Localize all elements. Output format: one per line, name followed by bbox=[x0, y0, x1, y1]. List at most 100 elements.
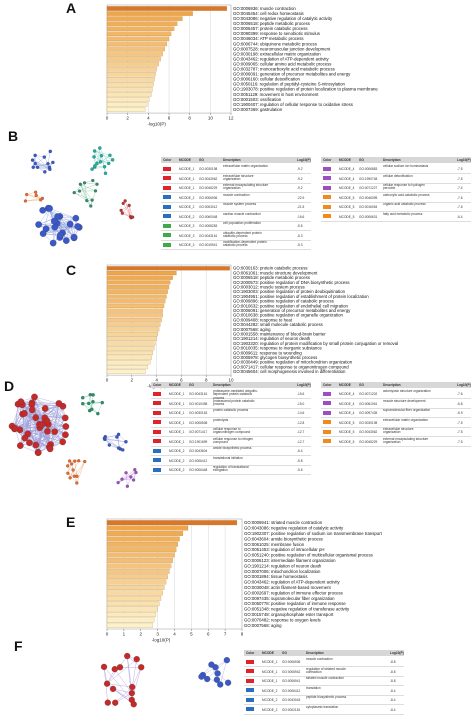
network-node bbox=[74, 223, 82, 230]
table-cell-mcode: MCODE_3 bbox=[179, 233, 195, 238]
table-header-cell: GO bbox=[359, 383, 364, 388]
bar bbox=[106, 275, 173, 280]
table-cell-mcode: MCODE_4 bbox=[339, 167, 355, 171]
table-row: MCODE_2 GO:0006448 regulation of translati… bbox=[151, 465, 311, 475]
network-node bbox=[99, 154, 104, 158]
network-edge bbox=[34, 396, 59, 404]
network-node bbox=[17, 442, 24, 449]
bar-label: GO:0006744: ubiquinone metabolic process bbox=[233, 41, 317, 46]
table-header-cell: Log10(P) bbox=[457, 158, 471, 163]
network-node bbox=[82, 181, 87, 185]
network-node bbox=[44, 428, 51, 435]
color-swatch bbox=[246, 707, 254, 711]
table-header: Color MCODE GO Description Log10(P) bbox=[244, 650, 404, 656]
table-row: MCODE_2 GO:0043604 amide biosynthetic proc… bbox=[151, 446, 311, 456]
table-cell-logp: -7.5 bbox=[457, 430, 463, 434]
color-swatch bbox=[246, 688, 254, 692]
network-node bbox=[57, 231, 64, 239]
table-cell-go: GO:0010498 bbox=[189, 401, 208, 406]
bar-label: GO:0043462: regulation of ATP-dependent … bbox=[233, 56, 330, 61]
color-swatch bbox=[153, 410, 161, 415]
bar-label: GO:0071417: cellular response to organon… bbox=[233, 364, 349, 369]
table-cell-desc: peptide biosynthetic process bbox=[306, 695, 347, 699]
panel-letter-a: A bbox=[66, 0, 77, 16]
network-node bbox=[198, 673, 205, 680]
network-node bbox=[130, 701, 137, 708]
table-cell-logp: -8.8 bbox=[390, 669, 396, 674]
color-swatch bbox=[153, 420, 161, 424]
table-cell-logp: -8.4 bbox=[390, 707, 396, 712]
table-cell-logp: -15.6 bbox=[297, 392, 305, 396]
network-node bbox=[90, 407, 94, 412]
table-cell-desc: regulation of striated muscle contractio… bbox=[306, 666, 346, 674]
network-node bbox=[42, 225, 50, 233]
network-edge bbox=[80, 184, 91, 207]
network-node bbox=[91, 178, 95, 183]
table-cell-mcode: MCODE_5 bbox=[339, 439, 355, 444]
x-tick-label: 10 bbox=[228, 378, 234, 383]
table-row: MCODE_5 GO:0016054 organic acid catabolic … bbox=[321, 202, 471, 212]
network-node bbox=[62, 423, 70, 430]
network-node bbox=[61, 414, 69, 422]
color-swatch bbox=[163, 223, 171, 228]
network-edge bbox=[20, 401, 59, 404]
bar-label: GO:0006936: muscle contraction bbox=[233, 6, 296, 11]
table-cell-mcode: MCODE_1 bbox=[179, 176, 195, 181]
table-cell-logp: -21.5 bbox=[297, 205, 305, 209]
table-header-cell: Description bbox=[383, 383, 401, 388]
table-cell-logp: -7.5 bbox=[457, 420, 463, 425]
network-node bbox=[102, 165, 107, 169]
table-cell-logp: -6.4 bbox=[457, 214, 463, 219]
color-swatch bbox=[163, 242, 171, 247]
network-f bbox=[100, 652, 232, 708]
x-tick-label: 10 bbox=[208, 116, 214, 121]
network-node bbox=[47, 165, 52, 169]
table-header-cell: MCODE bbox=[339, 158, 351, 163]
bar-label: GO:0051348: negative regulation of trans… bbox=[244, 607, 350, 612]
bar-label: GO:0005978: glycogen biosynthetic proces… bbox=[233, 355, 317, 360]
table-cell-mcode: MCODE_1 bbox=[169, 401, 185, 406]
table-cell-desc: proteasomal protein catabolic process bbox=[213, 398, 255, 406]
bar-label: GO:0032787: monocarboxylic acid metaboli… bbox=[233, 67, 335, 72]
network-node bbox=[39, 230, 47, 237]
table-row: MCODE_1 GO:1901699 cellular response to ni… bbox=[151, 437, 311, 447]
x-tick-label: 8 bbox=[241, 632, 244, 637]
network-node bbox=[35, 165, 40, 169]
table-cell-go: GO:0043062 bbox=[199, 176, 218, 181]
bar-label: GO:0006518: peptide metabolic process bbox=[233, 21, 310, 26]
table-row: MCODE_4 GO:0071202 actomyosin structure or… bbox=[321, 389, 471, 399]
network-edge bbox=[19, 429, 66, 435]
bar bbox=[106, 360, 151, 365]
network-node bbox=[70, 233, 78, 241]
table-cell-go: GO:0016054 bbox=[359, 205, 378, 209]
table-header-cell: MCODE bbox=[262, 651, 274, 656]
network-node bbox=[204, 675, 211, 683]
bar-label: GO:1900407: regulation of cellular respo… bbox=[233, 102, 353, 107]
table-cell-logp: -8.4 bbox=[390, 698, 396, 702]
table-cell-mcode: MCODE_3 bbox=[179, 243, 195, 247]
bar-label: GO:0006091: generation of precursor meta… bbox=[233, 308, 351, 313]
network-node bbox=[123, 199, 127, 203]
bar bbox=[106, 285, 170, 290]
table-cell-mcode: MCODE_5 bbox=[339, 420, 355, 425]
table-cell-desc: organic acid catabolic process bbox=[383, 202, 426, 206]
network-edge bbox=[33, 163, 48, 168]
table-cell-desc: translation bbox=[306, 685, 321, 690]
network-node bbox=[115, 435, 119, 439]
bar-label: GO:0001558: maintenance of blood-brain b… bbox=[233, 331, 326, 336]
table-row: MCODE_1 GO:0010498 proteasomal protein cat… bbox=[151, 399, 311, 409]
table-cell-mcode: MCODE_1 bbox=[179, 186, 195, 190]
x-tick-label: 6 bbox=[168, 116, 171, 121]
bar-label: GO:0043086: negative regulation of catal… bbox=[244, 526, 344, 531]
bar-chart-a: GO:0006936: muscle contraction GO:0045454… bbox=[0, 0, 474, 130]
table-cell-desc: cellular detoxification bbox=[383, 173, 413, 178]
network-edge bbox=[112, 688, 132, 694]
table-row: MCODE_2 GO:0043043 peptide biosynthetic pr… bbox=[244, 695, 404, 705]
network-edge bbox=[103, 666, 132, 700]
table-cell-logp: -7.4 bbox=[457, 186, 463, 190]
bar bbox=[106, 574, 168, 580]
table-row: MCODE_1 GO:0043161 proteasome-mediated ubi… bbox=[151, 389, 311, 400]
table-header-cell: Color bbox=[246, 651, 255, 656]
table-row: MCODE_4 GO:0097435 supramolecular fiber or… bbox=[321, 408, 471, 418]
network-node bbox=[66, 464, 70, 468]
